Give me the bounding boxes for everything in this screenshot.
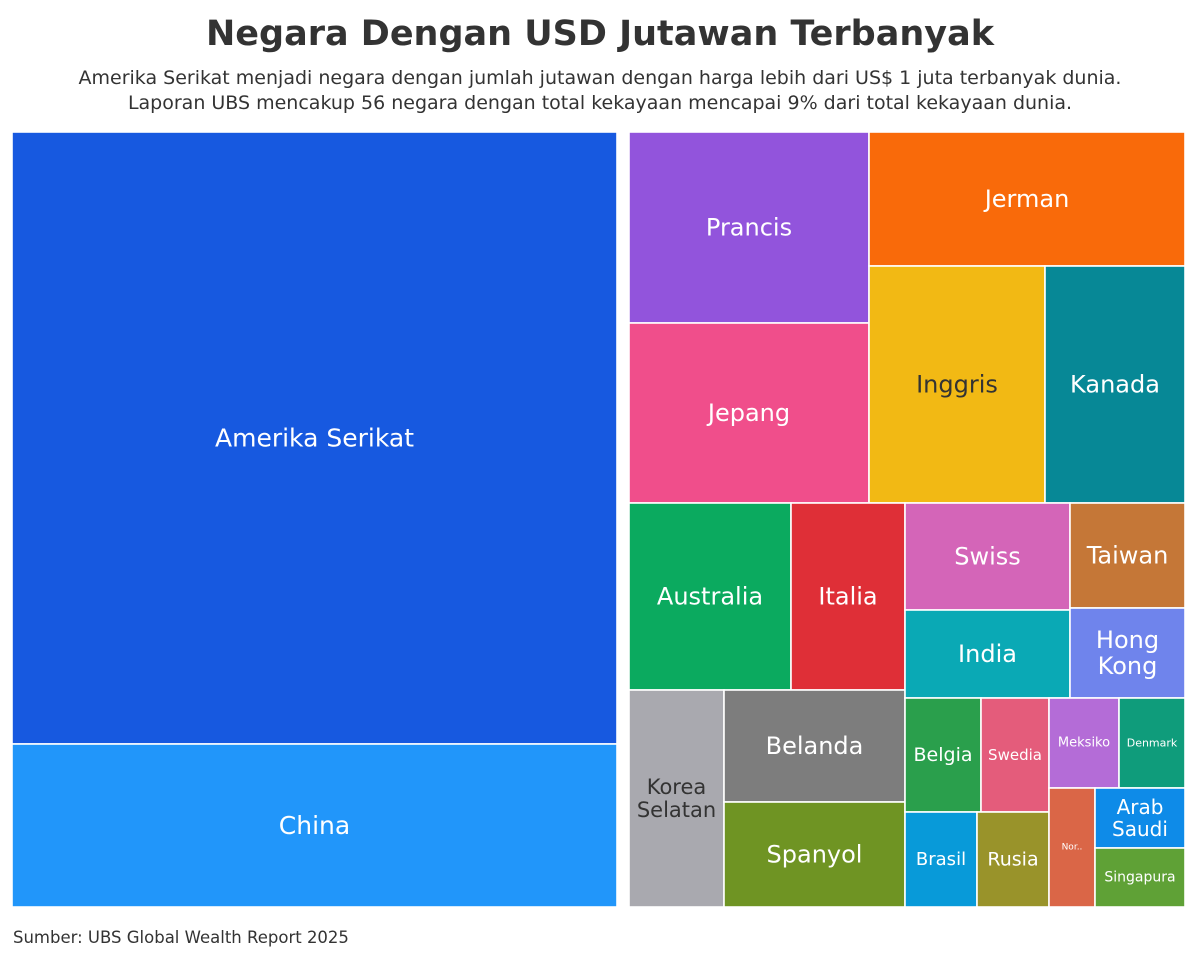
treemap-label-hong-kong-line-1: Hong xyxy=(1096,626,1159,654)
treemap-label-arab-saudi-line-1: Arab xyxy=(1117,795,1164,819)
treemap-tile-swedia: Swedia xyxy=(980,697,1050,813)
treemap-rect-hong-kong xyxy=(1069,607,1186,699)
treemap-tile-singapura: Singapura xyxy=(1094,847,1186,908)
treemap-label-brasil: Brasil xyxy=(916,849,966,870)
treemap-label-prancis: Prancis xyxy=(706,214,792,242)
treemap-rect-amerika-serikat xyxy=(11,131,618,745)
treemap-rect-australia xyxy=(628,502,792,691)
treemap-rect-belgia xyxy=(904,697,982,813)
treemap-rect-belanda xyxy=(723,689,906,803)
treemap-tile-taiwan: Taiwan xyxy=(1069,502,1186,609)
treemap-label-korea-selatan-line-2: Selatan xyxy=(637,798,716,822)
treemap-tile-inggris: Inggris xyxy=(868,265,1046,504)
treemap-tile-spanyol: Spanyol xyxy=(723,801,906,908)
chart-title: Negara Dengan USD Jutawan Terbanyak xyxy=(206,14,994,54)
treemap-label-belanda: Belanda xyxy=(766,732,864,760)
treemap-rect-norwegia xyxy=(1048,787,1096,908)
treemap-rect-spanyol xyxy=(723,801,906,908)
treemap-rect-india xyxy=(904,609,1071,699)
treemap-label-china: China xyxy=(279,811,350,840)
treemap-label-italia: Italia xyxy=(818,583,877,611)
treemap-label-hong-kong-line-2: Kong xyxy=(1098,652,1158,680)
treemap-tile-amerika-serikat: Amerika Serikat xyxy=(11,131,618,745)
treemap-rect-brasil xyxy=(904,811,978,908)
treemap-tile-swiss: Swiss xyxy=(904,502,1071,611)
treemap-rect-singapura xyxy=(1094,847,1186,908)
treemap-label-meksiko: Meksiko xyxy=(1058,736,1110,751)
subtitle-line-2: Laporan UBS mencakup 56 negara dengan to… xyxy=(127,92,1073,114)
treemap-tile-australia: Australia xyxy=(628,502,792,691)
treemap-label-kanada: Kanada xyxy=(1070,371,1160,399)
treemap-label-swedia: Swedia xyxy=(988,746,1042,764)
treemap-rect-swiss xyxy=(904,502,1071,611)
treemap-tile-jerman: Jerman xyxy=(868,131,1186,267)
treemap-rect-prancis xyxy=(628,131,870,324)
treemap-rect-korea-selatan xyxy=(628,689,725,908)
treemap-label-australia: Australia xyxy=(657,583,763,611)
treemap-rect-arab-saudi xyxy=(1094,787,1186,849)
treemap-tile-kanada: Kanada xyxy=(1044,265,1186,504)
treemap-rect-rusia xyxy=(976,811,1050,908)
treemap-tile-china: China xyxy=(11,743,618,908)
treemap-tile-belanda: Belanda xyxy=(723,689,906,803)
treemap-rect-jerman xyxy=(868,131,1186,267)
treemap-label-jepang: Jepang xyxy=(706,399,790,427)
treemap-label-inggris: Inggris xyxy=(916,371,998,399)
treemap-label-rusia: Rusia xyxy=(987,849,1038,871)
treemap-label-spanyol: Spanyol xyxy=(767,841,863,869)
treemap-label-korea-selatan-line-1: Korea xyxy=(647,775,707,799)
subtitle-line-1: Amerika Serikat menjadi negara dengan ju… xyxy=(78,67,1122,89)
treemap-label-jerman: Jerman xyxy=(983,185,1070,213)
treemap-tile-italia: Italia xyxy=(790,502,906,691)
treemap-rect-meksiko xyxy=(1048,697,1120,789)
source-note: Sumber: UBS Global Wealth Report 2025 xyxy=(13,928,349,947)
treemap-label-denmark: Denmark xyxy=(1127,737,1178,750)
treemap-rect-denmark xyxy=(1118,697,1186,789)
treemap-tile-india: India xyxy=(904,609,1071,699)
treemap-tile-denmark: Denmark xyxy=(1118,697,1186,789)
treemap-label-swiss: Swiss xyxy=(954,543,1021,571)
treemap-tile-meksiko: Meksiko xyxy=(1048,697,1120,789)
treemap-label-singapura: Singapura xyxy=(1104,870,1175,886)
treemap-tile-norwegia: Nor.. xyxy=(1048,787,1096,908)
treemap-rect-china xyxy=(11,743,618,908)
treemap-label-belgia: Belgia xyxy=(914,744,973,766)
chart-subtitle: Amerika Serikat menjadi negara dengan ju… xyxy=(0,66,1200,116)
treemap-label-arab-saudi-line-2: Saudi xyxy=(1112,817,1168,841)
treemap-tile-rusia: Rusia xyxy=(976,811,1050,908)
treemap-rect-inggris xyxy=(868,265,1046,504)
treemap-label-taiwan: Taiwan xyxy=(1086,542,1169,570)
treemap-tile-prancis: Prancis xyxy=(628,131,870,324)
treemap-tile-jepang: Jepang xyxy=(628,322,870,504)
treemap-label-india: India xyxy=(958,640,1017,668)
treemap-rect-italia xyxy=(790,502,906,691)
treemap-label-amerika-serikat: Amerika Serikat xyxy=(215,424,414,453)
treemap-rect-taiwan xyxy=(1069,502,1186,609)
treemap-tile-brasil: Brasil xyxy=(904,811,978,908)
treemap-label-norwegia: Nor.. xyxy=(1062,843,1083,853)
treemap-tile-belgia: Belgia xyxy=(904,697,982,813)
